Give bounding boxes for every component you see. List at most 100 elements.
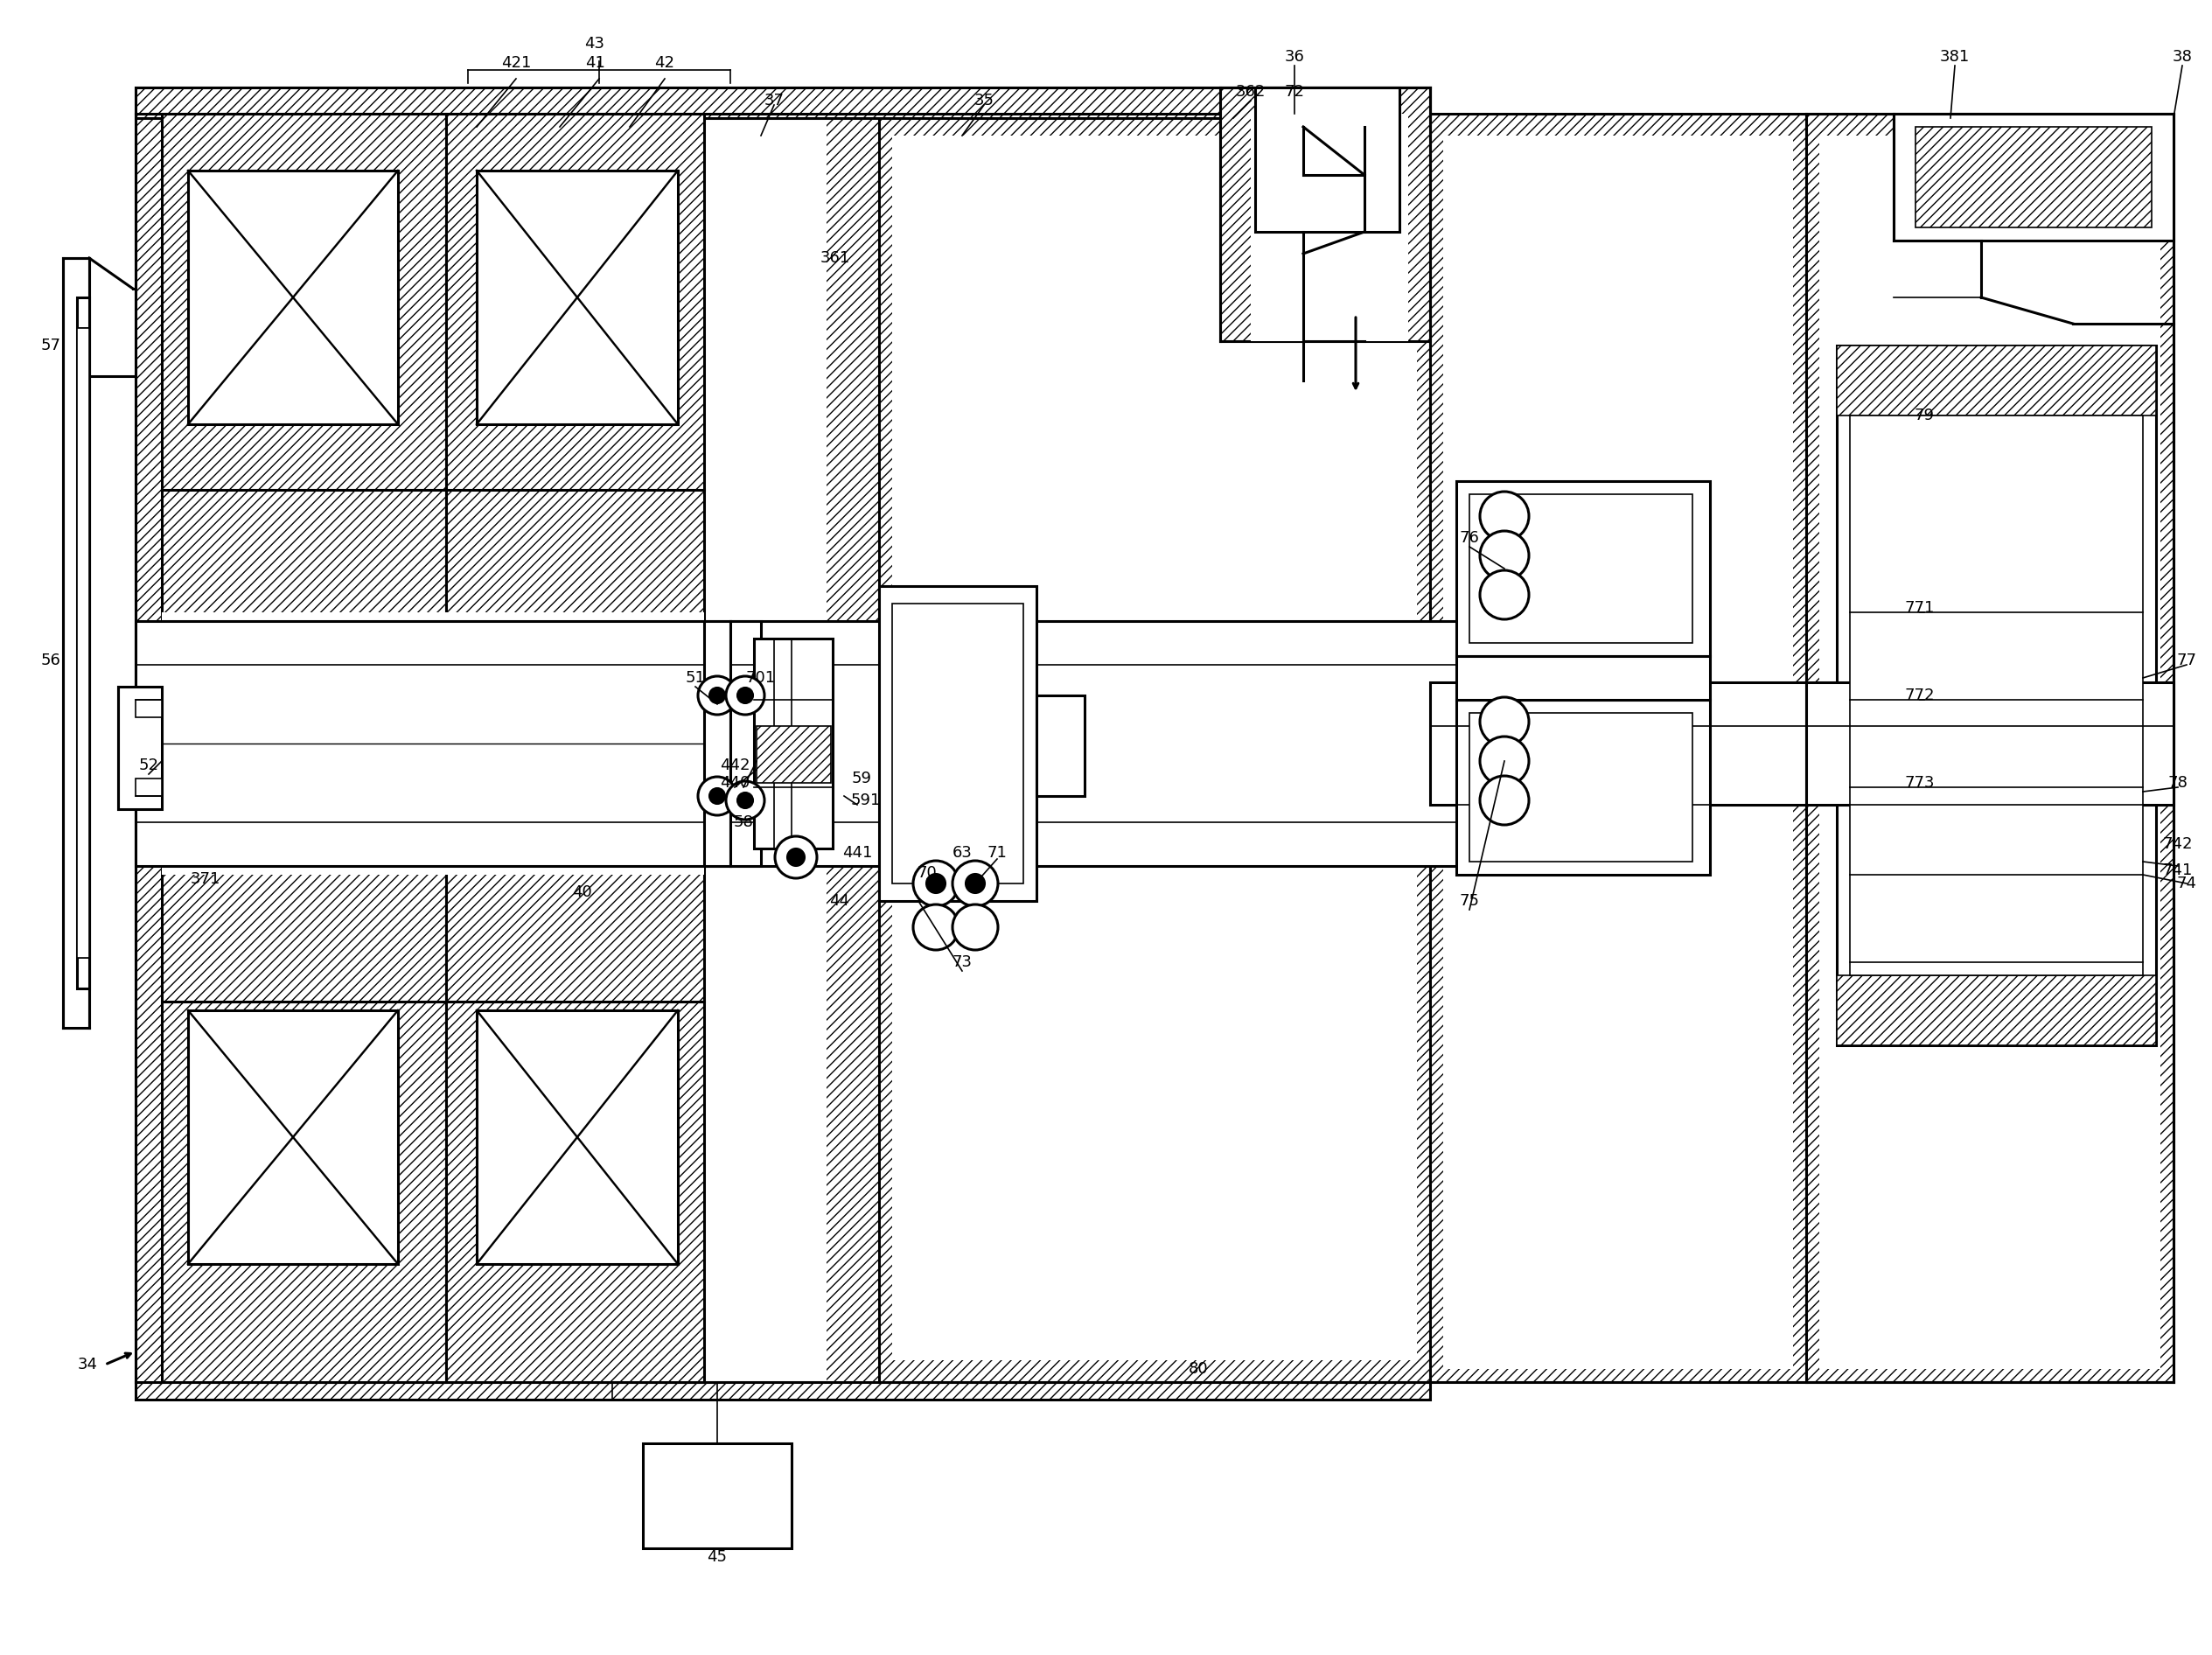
Circle shape (710, 687, 726, 703)
Text: 43: 43 (584, 36, 604, 51)
Text: 72: 72 (1285, 84, 1305, 99)
Bar (878, 114, 1431, 1382)
Circle shape (953, 905, 998, 950)
Text: 80: 80 (1188, 1360, 1208, 1377)
Bar (161, 1001, 447, 1382)
Text: 362: 362 (1237, 84, 1265, 99)
Bar (1469, 713, 1692, 862)
Bar (478, 1010, 677, 1264)
Text: 78: 78 (2168, 775, 2188, 791)
Text: 37: 37 (763, 93, 783, 109)
Text: 40: 40 (571, 884, 591, 900)
Bar (1455, 655, 1710, 700)
Text: 441: 441 (843, 846, 872, 861)
Bar (161, 490, 447, 1001)
Bar (1221, 88, 1431, 341)
Text: 741: 741 (2163, 862, 2192, 879)
Bar (1469, 495, 1692, 642)
Bar (77, 298, 88, 988)
Text: 35: 35 (973, 93, 993, 109)
Circle shape (914, 905, 958, 950)
Bar (447, 1001, 703, 1382)
Text: 70: 70 (918, 866, 938, 880)
Bar (1431, 114, 1807, 1382)
Text: 71: 71 (987, 846, 1006, 861)
Circle shape (710, 788, 726, 804)
Bar (135, 778, 161, 796)
Bar (1807, 682, 2174, 804)
Bar (703, 621, 730, 866)
Circle shape (787, 849, 805, 866)
Text: 58: 58 (734, 814, 754, 831)
Circle shape (699, 776, 737, 816)
Text: 52: 52 (139, 758, 159, 773)
Circle shape (774, 836, 816, 879)
Text: 591: 591 (852, 793, 880, 808)
Bar (1818, 136, 2161, 1369)
Text: 421: 421 (500, 55, 531, 71)
Bar (135, 88, 1431, 1400)
Bar (188, 1010, 398, 1264)
Bar (1836, 975, 2157, 1046)
Bar (754, 639, 832, 849)
Text: 51: 51 (686, 670, 706, 685)
Text: 773: 773 (1905, 775, 1936, 791)
Text: 701: 701 (745, 670, 776, 685)
Text: 440: 440 (719, 775, 750, 791)
Bar (188, 170, 398, 424)
Bar (757, 727, 832, 783)
Text: 442: 442 (719, 758, 750, 773)
Circle shape (953, 861, 998, 907)
Text: 42: 42 (655, 55, 675, 71)
Text: 75: 75 (1460, 894, 1480, 909)
Bar (1037, 695, 1084, 796)
Circle shape (1480, 697, 1528, 746)
Text: 79: 79 (1913, 407, 1933, 424)
Bar (62, 258, 88, 1028)
Circle shape (1480, 492, 1528, 541)
Circle shape (726, 677, 765, 715)
Circle shape (737, 793, 752, 808)
Bar (878, 586, 1037, 900)
Circle shape (927, 874, 945, 894)
Text: 77: 77 (2177, 652, 2197, 669)
Bar (1442, 136, 1794, 1369)
Text: 371: 371 (190, 871, 221, 887)
Text: 45: 45 (708, 1549, 728, 1566)
Bar (77, 328, 88, 958)
Bar (1250, 114, 1409, 341)
Circle shape (967, 874, 984, 894)
Bar (161, 612, 447, 875)
Bar (1893, 114, 2174, 240)
Text: 771: 771 (1905, 601, 1936, 616)
Text: 56: 56 (40, 652, 60, 669)
Bar (1849, 415, 2143, 975)
Text: 38: 38 (2172, 50, 2192, 65)
Text: 772: 772 (1905, 687, 1936, 703)
Text: 361: 361 (821, 250, 849, 266)
Text: 381: 381 (1940, 50, 1971, 65)
Bar (730, 621, 1606, 866)
Bar (730, 621, 761, 866)
Bar (447, 612, 703, 875)
Text: 36: 36 (1285, 50, 1305, 65)
Bar (161, 114, 827, 1382)
Bar (1455, 482, 1710, 655)
Circle shape (1480, 531, 1528, 579)
Bar (1455, 700, 1710, 875)
Bar (891, 136, 1418, 1360)
Circle shape (1480, 776, 1528, 824)
Circle shape (1480, 736, 1528, 786)
Bar (1836, 346, 2157, 415)
Bar (447, 114, 703, 490)
Bar (478, 170, 677, 424)
Bar (135, 621, 730, 866)
Text: 76: 76 (1460, 530, 1480, 546)
Circle shape (699, 677, 737, 715)
Circle shape (914, 861, 958, 907)
Bar (644, 1443, 792, 1549)
Bar (135, 700, 161, 717)
Text: 73: 73 (951, 955, 973, 970)
Bar (1836, 346, 2157, 1046)
Bar (135, 88, 1431, 118)
